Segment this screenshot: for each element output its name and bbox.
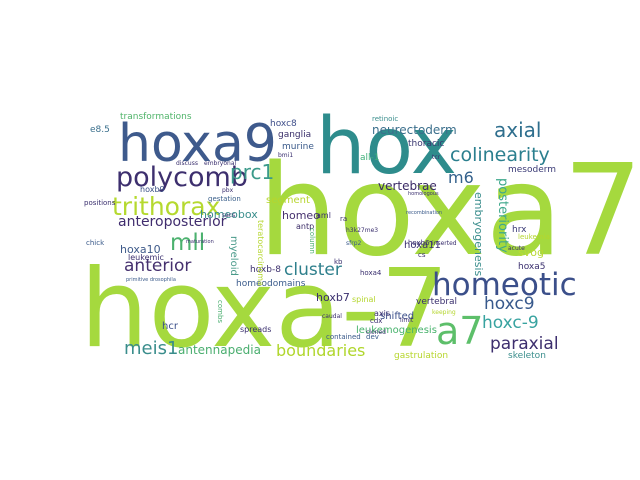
word-anterior: anterior [124,256,192,276]
word-segment: segment [266,195,310,206]
word-hoxa-7: hoxa-7 [80,247,449,372]
word-prc1: prc1 [230,160,275,184]
word-shifted: shifted [380,311,415,322]
word-tcr: tcr [432,154,441,161]
word-hrx: hrx [512,225,527,235]
word-posteriority: posteriority [495,178,510,253]
word-teratocarcinoma: teratocarcinoma [256,220,265,286]
word-thoracic: thoracic [408,139,445,149]
word-dev: dev [366,333,379,341]
word-a7: a7 [436,309,484,353]
word-contained: contained [326,333,361,341]
word-embryonal: embryonal [204,160,237,167]
word-discuss: discuss [176,160,198,167]
word-cs: cs [418,251,426,259]
word-gastrulation: gastrulation [394,351,449,361]
word-hoxb9: hoxb9 [140,185,165,194]
word-svog: svog [518,246,544,259]
word-mesoderm: mesoderm [508,165,557,175]
word-maturation: maturation [186,239,214,245]
word-spinal: spinal [352,295,376,304]
word-antennapedia: antennapedia [178,343,261,357]
word-column: column [308,228,316,254]
word-sfrp2: sfrp2 [346,240,362,247]
word-e8-5: e8.5 [90,125,110,135]
word-murine: murine [282,142,314,152]
word-kb: kb [334,258,343,266]
word-homeo: homeo [282,209,320,222]
word-meis1: meis1 [124,338,179,359]
word-spreads: spreads [240,325,272,334]
word-transformations: transformations [120,112,192,122]
word-cdx: cdx [370,317,383,325]
word-hoxb7: hoxb7 [316,291,350,304]
word-cluster: cluster [284,260,342,280]
word-h3k27me3: h3k27me3 [346,227,379,234]
word-bmi1: bmi1 [278,152,294,159]
word-limit: limit [400,317,414,324]
word-axial: axial [494,118,542,142]
word-positions: positions [84,199,116,207]
word-sacs: sacs [222,212,236,219]
word-hoxa11: hoxa11 [404,240,441,251]
word-hoxa4: hoxa4 [360,269,382,277]
word-hoxa9: hoxa9 [118,114,277,174]
word-antp: antp [296,222,315,231]
word-anteroposterior: anteroposterior [118,214,227,230]
word-hoxb-8: hoxb-8 [250,265,281,275]
word-ganglia: ganglia [278,130,312,140]
word-homeodomains: homeodomains [236,279,306,289]
word-embryogenesis: embryogenesis [472,192,485,277]
word-ra: ra [340,215,348,223]
word-keeping: keeping [432,309,456,316]
word-caudal: caudal [322,313,342,320]
word-leukemogenesis: leukemogenesis [356,325,437,336]
word-vertebral: vertebral [416,297,458,307]
word-paraxial: paraxial [490,334,559,354]
word-primitive-drosophila: primitive drosophila [126,277,176,283]
word-all-1: all-1 [360,153,380,163]
word-recombination: recombination [406,210,443,216]
word-boundaries: boundaries [276,341,366,360]
word-hoxa10: hoxa10 [120,243,161,256]
word-neurectoderm: neurectoderm [372,123,457,137]
word-hoxc8: hoxc8 [270,119,297,129]
word-aml: aml [316,211,331,220]
word-hoxc9: hoxc9 [484,294,535,314]
word-homologous: homologous [408,191,439,197]
word-pbx: pbx [222,187,234,194]
word-mll: mll [170,230,206,256]
word-polycomb: polycomb [116,162,248,193]
word-myeloid: myeloid [228,236,239,276]
word-hoxa5: hoxa5 [518,262,546,272]
word-hcr: hcr [162,321,178,332]
word-trithorax: trithorax [112,192,221,221]
word-combs: combs [216,300,224,324]
word-retinoic: retinoic [372,115,399,123]
word-homeobox: homeobox [200,208,258,221]
word-skeleton: skeleton [508,351,546,361]
word-homeotic: homeotic [432,267,577,303]
word-m6: m6 [448,168,474,187]
word-inserted: inserted [432,240,457,247]
word-cloned: cloned [366,329,386,336]
word-colinearity: colinearity [450,144,550,166]
word-hoxb6: hoxb6 [408,239,430,247]
word-acute: acute [508,245,525,252]
word-leukemic: leukemic [128,253,164,262]
word-gestation: gestation [208,195,241,203]
word-chick: chick [86,239,105,247]
word-hoxc-9: hoxc-9 [482,313,539,333]
word-vertebrae: vertebrae [378,179,437,193]
word-hox: hox [316,102,457,192]
word-hoxa7: hoxa7 [258,137,640,284]
word-axis: axis [374,309,391,318]
word-leukemia: leukemia [518,233,550,241]
